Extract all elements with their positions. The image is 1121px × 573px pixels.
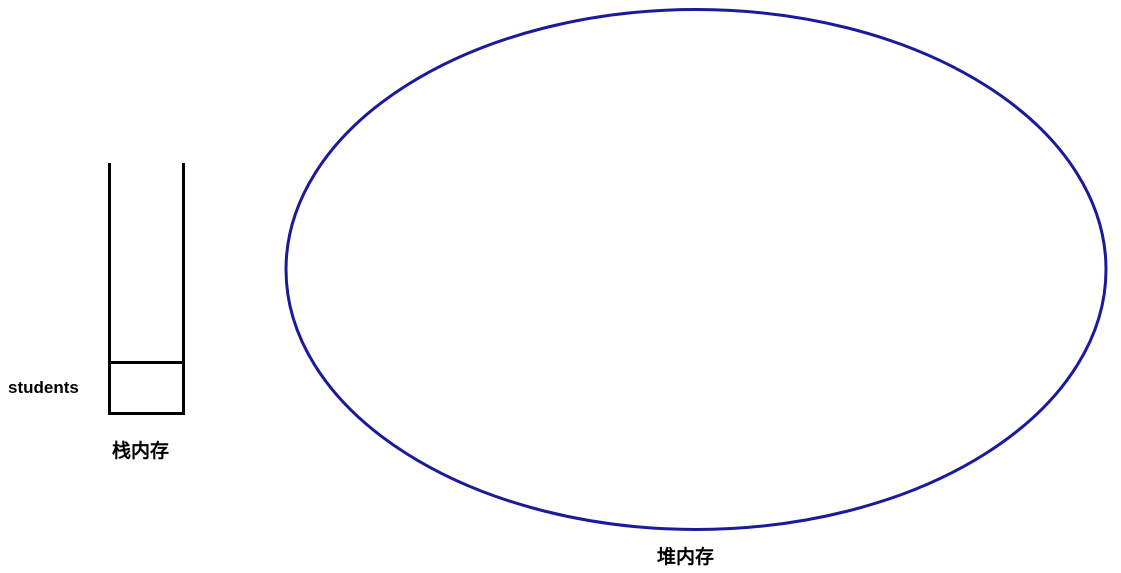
heap-memory-ellipse [284, 8, 1108, 531]
heap-memory-caption: 堆内存 [657, 546, 715, 568]
stack-memory-box [108, 163, 185, 415]
stack-memory-caption: 栈内存 [112, 440, 170, 462]
variable-label-students: students [8, 378, 79, 397]
